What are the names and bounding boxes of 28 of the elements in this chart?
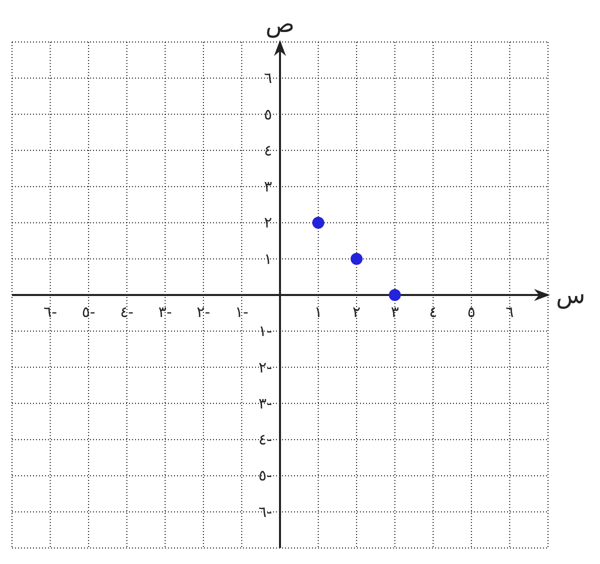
x-tick-label: ٤- bbox=[120, 303, 134, 321]
y-tick-label: ٣- bbox=[258, 394, 272, 412]
x-tick-label: ١- bbox=[234, 303, 248, 321]
y-tick-label: ٢- bbox=[258, 358, 272, 376]
x-tick-label: ٦ bbox=[506, 303, 514, 321]
y-axis-title: ص bbox=[265, 10, 295, 38]
y-tick-label: ١ bbox=[264, 250, 272, 268]
point bbox=[388, 289, 401, 301]
y-tick-label: ٢ bbox=[264, 214, 272, 232]
y-tick-label: ٤ bbox=[264, 141, 272, 160]
y-tick-label: ٣ bbox=[264, 178, 272, 196]
point bbox=[350, 252, 363, 265]
x-tick-label: ٣ bbox=[390, 303, 399, 321]
x-tick-label: ٥- bbox=[82, 303, 96, 321]
x-tick-label: ٦- bbox=[44, 303, 58, 321]
y-tick-label: ٥ bbox=[264, 105, 272, 124]
x-tick-label: ٣- bbox=[158, 303, 172, 321]
y-tick-label: ٥- bbox=[258, 466, 272, 485]
x-tick-label: ٤ bbox=[429, 303, 438, 321]
y-tick-label: ٦ bbox=[264, 69, 272, 88]
x-tick-label: ٥ bbox=[467, 303, 476, 321]
y-tick-label: ٤- bbox=[258, 430, 272, 449]
x-axis-title: س bbox=[556, 281, 586, 309]
y-tick-label: ١- bbox=[258, 322, 272, 340]
y-tick-label: ٦- bbox=[258, 502, 272, 521]
point bbox=[312, 216, 324, 229]
x-tick-label: ٢- bbox=[196, 303, 210, 321]
x-tick-label: ٢ bbox=[352, 303, 361, 321]
